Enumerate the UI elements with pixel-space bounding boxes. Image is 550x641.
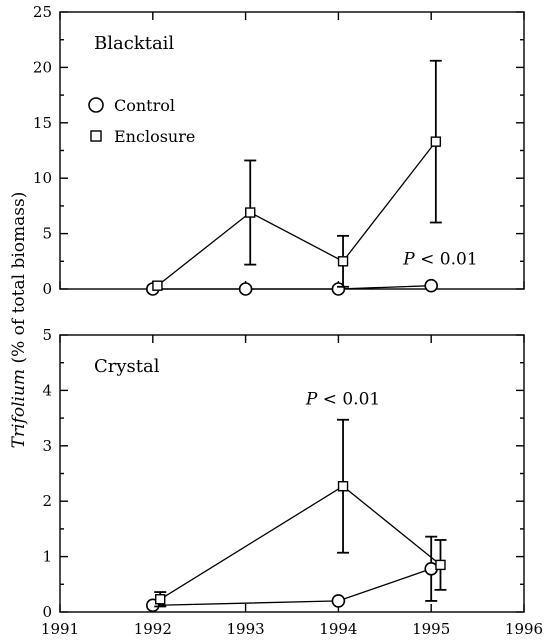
series-line-control <box>152 285 432 290</box>
panel-blacktail: 0 5 10 15 20 25 Blacktail Control Enclosure P < 0… <box>33 3 525 298</box>
x-tick-label: 1996 <box>505 620 543 638</box>
y-axis-label: Trifolium (% of total biomass) <box>9 192 29 449</box>
legend-marker-circle <box>88 97 104 113</box>
legend-label-control: Control <box>114 96 175 115</box>
data-point-enclosure <box>337 481 349 492</box>
y-tick-label: 15 <box>33 114 52 132</box>
data-point-enclosure <box>152 280 163 291</box>
annotation-p-text: < 0.01 <box>317 389 380 409</box>
series-line-enclosure <box>156 141 437 287</box>
annotation-p-value: P < 0.01 <box>305 389 380 409</box>
legend-marker-square <box>90 130 102 142</box>
data-point-control <box>424 278 439 293</box>
y-tick-label: 5 <box>42 326 52 344</box>
data-point-control <box>331 594 346 608</box>
y-axis-label-rest: (% of total biomass) <box>9 192 29 369</box>
y-tick-label: 4 <box>42 381 52 399</box>
x-tick-label: 1992 <box>134 620 172 638</box>
x-tick-label: 1993 <box>227 620 265 638</box>
y-tick-label: 3 <box>42 437 52 455</box>
data-point-control <box>238 282 253 296</box>
y-tick-label: 1 <box>42 548 52 566</box>
y-tick-label: 5 <box>42 225 52 243</box>
annotation-p-value: P < 0.01 <box>402 250 477 270</box>
x-tick-label: 1995 <box>412 620 450 638</box>
annotation-p-italic: P <box>402 250 415 270</box>
y-tick-label: 10 <box>33 169 52 187</box>
panel-label: Crystal <box>94 356 160 377</box>
series-line-control <box>152 568 432 607</box>
series-line-enclosure <box>159 485 441 600</box>
y-tick-label: 0 <box>42 603 52 621</box>
y-tick-label: 0 <box>42 280 52 298</box>
y-axis-label-italic: Trifolium <box>9 369 29 448</box>
data-point-enclosure <box>245 207 256 218</box>
legend-label-enclosure: Enclosure <box>114 127 195 146</box>
legend: Control Enclosure <box>88 96 195 146</box>
annotation-p-italic: P <box>305 389 318 409</box>
panel-crystal: 0 1 2 3 4 5 1991 1992 1993 1994 1995 1996 Crystal P <… <box>41 326 543 638</box>
y-tick-label: 20 <box>33 58 52 76</box>
x-tick-label: 1994 <box>319 620 357 638</box>
y-tick-label: 2 <box>42 492 52 510</box>
data-point-enclosure <box>155 594 166 605</box>
annotation-p-text: < 0.01 <box>415 250 478 270</box>
panel-label: Blacktail <box>94 33 174 54</box>
y-tick-label: 25 <box>33 3 52 21</box>
data-point-enclosure <box>337 256 349 267</box>
x-tick-label: 1991 <box>41 620 79 638</box>
data-point-enclosure <box>435 559 446 571</box>
data-point-enclosure <box>430 136 442 147</box>
